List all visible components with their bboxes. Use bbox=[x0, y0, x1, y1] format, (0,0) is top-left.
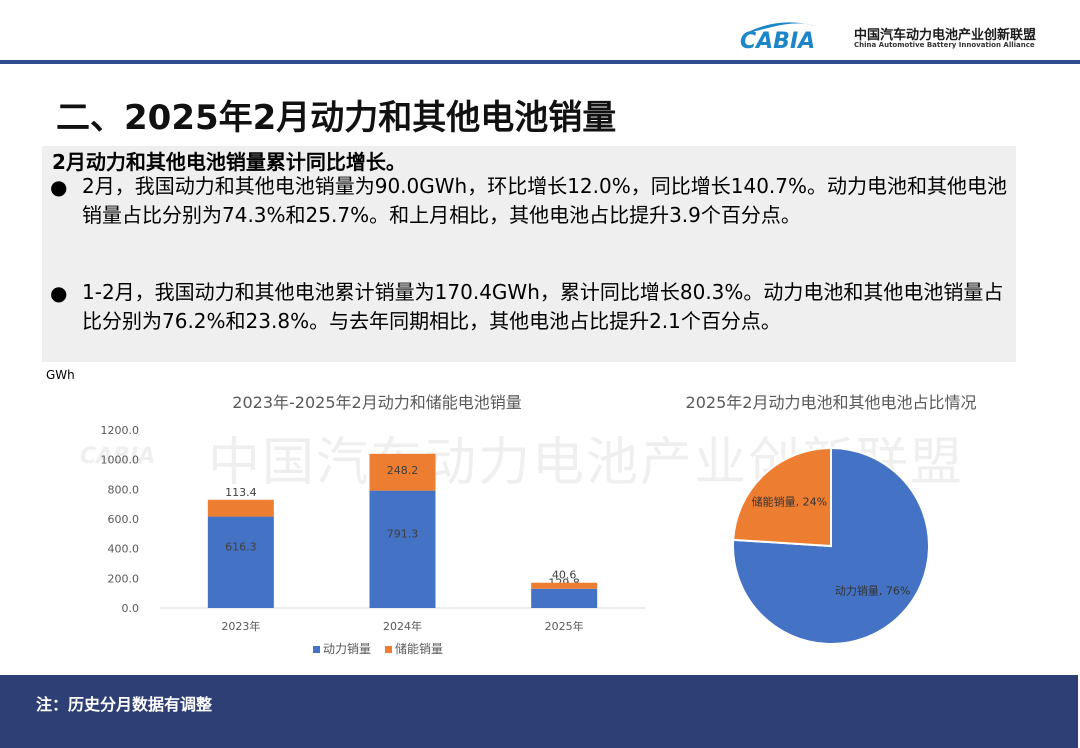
bar-data-label: 616.3 bbox=[225, 540, 256, 553]
legend-label: 储能销量 bbox=[395, 641, 443, 656]
y-tick-label: 800.0 bbox=[108, 483, 140, 496]
note-bar: 注：历史分月数据有调整 bbox=[0, 675, 1078, 748]
page-title: 二、2025年2月动力和其他电池销量 bbox=[56, 98, 617, 138]
cabia-logo-mark: CABIA bbox=[740, 22, 816, 52]
summary-bullet-text: 1-2月，我国动力和其他电池累计销量为170.4GWh，累计同比增长80.3%。… bbox=[82, 280, 1004, 333]
y-tick-label: 400.0 bbox=[108, 543, 140, 556]
bar-segment bbox=[369, 490, 436, 608]
pie-slice bbox=[732, 446, 832, 548]
note-text: 注：历史分月数据有调整 bbox=[36, 695, 213, 714]
summary-bullet-text: 2月，我国动力和其他电池销量为90.0GWh，环比增长12.0%，同比增长140… bbox=[82, 174, 1007, 227]
summary-lead: 2月动力和其他电池销量累计同比增长。 bbox=[52, 150, 406, 174]
x-tick-label: 2023年 bbox=[221, 619, 260, 633]
y-tick-label: 0.0 bbox=[122, 602, 140, 615]
bar-axis: 0.0 200.0 400.0 600.0 800.0 1000.0 1200.0 2023年… bbox=[101, 424, 645, 633]
legend-swatch bbox=[385, 646, 392, 653]
cabia-logo: CABIA 中国汽车动力电池产业创新联盟 China Automotive Ba… bbox=[738, 12, 1078, 56]
y-tick-label: 200.0 bbox=[108, 572, 140, 585]
pie-chart-title: 2025年2月动力电池和其他电池占比情况 bbox=[686, 393, 977, 412]
unit-label: GWh bbox=[46, 368, 75, 382]
header-divider bbox=[0, 60, 1080, 64]
summary-box: 2月动力和其他电池销量累计同比增长。 ● 2月，我国动力和其他电池销量为90.0… bbox=[42, 146, 1016, 362]
bar-segment bbox=[207, 499, 274, 517]
bar-segment bbox=[369, 453, 436, 491]
y-tick-label: 600.0 bbox=[108, 513, 140, 526]
bar-data-label: 113.4 bbox=[225, 486, 256, 499]
bar-data-label: 791.3 bbox=[387, 527, 419, 540]
y-tick-label: 1000.0 bbox=[101, 454, 140, 467]
bullet-dot: ● bbox=[50, 175, 68, 199]
logo-mark-text: CABIA bbox=[740, 29, 815, 52]
pie-data-label: 储能销量, 24% bbox=[752, 495, 827, 509]
legend-label: 动力销量 bbox=[323, 642, 371, 656]
pie-chart: 2025年2月动力电池和其他电池占比情况 动力销量, 76% 储能销量, 24% bbox=[686, 393, 977, 645]
bar-segment bbox=[531, 588, 598, 608]
org-name-en: China Automotive Battery Innovation Alli… bbox=[854, 41, 1035, 49]
x-tick-label: 2025年 bbox=[545, 619, 584, 633]
bar-segment bbox=[207, 516, 274, 608]
org-name-cn: 中国汽车动力电池产业创新联盟 bbox=[854, 28, 1037, 43]
bar-chart: 2023年-2025年2月动力和储能电池销量 0.0 200.0 400.0 600.… bbox=[101, 393, 645, 656]
y-tick-label: 1200.0 bbox=[101, 424, 140, 437]
bar-data-label: 40.6 bbox=[552, 569, 577, 582]
watermark-logo: CABIA bbox=[80, 444, 156, 469]
x-tick-label: 2024年 bbox=[383, 619, 422, 633]
bar-segment bbox=[531, 582, 598, 589]
bar-legend: 动力销量 储能销量 bbox=[313, 641, 443, 656]
page-header: CABIA 中国汽车动力电池产业创新联盟 China Automotive Ba… bbox=[0, 0, 1080, 66]
bar-chart-title: 2023年-2025年2月动力和储能电池销量 bbox=[232, 393, 521, 412]
pie-marks: 动力销量, 76% 储能销量, 24% bbox=[732, 446, 930, 645]
bar-data-label: 248.2 bbox=[387, 464, 419, 477]
pie-data-label: 动力销量, 76% bbox=[835, 583, 910, 597]
bullet-dot: ● bbox=[50, 281, 68, 305]
legend-swatch bbox=[313, 646, 320, 653]
